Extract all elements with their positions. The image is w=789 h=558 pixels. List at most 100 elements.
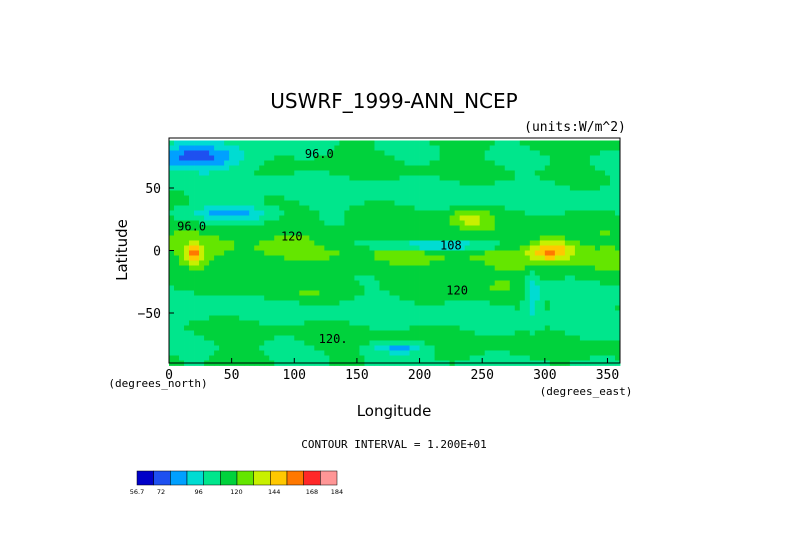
field-cell bbox=[594, 195, 601, 201]
field-cell bbox=[304, 210, 310, 216]
field-cell bbox=[584, 355, 591, 361]
field-cell bbox=[604, 300, 611, 306]
field-cell bbox=[244, 335, 250, 341]
field-cell bbox=[604, 280, 611, 286]
field-cell bbox=[259, 315, 265, 321]
field-cell bbox=[344, 265, 350, 271]
field-cell bbox=[199, 285, 205, 291]
field-cell bbox=[399, 300, 405, 306]
field-cell bbox=[429, 235, 435, 241]
field-cell bbox=[484, 325, 491, 331]
field-cell bbox=[279, 255, 285, 261]
field-cell bbox=[349, 330, 355, 336]
field-cell bbox=[579, 345, 586, 351]
field-cell bbox=[564, 295, 571, 301]
field-cell bbox=[379, 170, 385, 176]
field-cell bbox=[199, 280, 205, 286]
field-cell bbox=[269, 310, 275, 316]
colorbar-swatch bbox=[253, 470, 271, 486]
field-cell bbox=[199, 140, 205, 146]
field-cell bbox=[259, 175, 265, 181]
field-cell bbox=[224, 220, 230, 226]
field-cell bbox=[324, 170, 330, 176]
field-cell bbox=[224, 280, 230, 286]
field-cell bbox=[509, 185, 516, 191]
field-cell bbox=[334, 195, 340, 201]
field-cell bbox=[284, 175, 290, 181]
field-cell bbox=[444, 265, 451, 271]
field-cell bbox=[474, 310, 481, 316]
field-cell bbox=[219, 285, 225, 291]
field-cell bbox=[284, 240, 290, 246]
field-cell bbox=[609, 145, 616, 151]
field-cell bbox=[289, 355, 295, 361]
field-cell bbox=[584, 330, 591, 336]
field-cell bbox=[519, 170, 526, 176]
field-cell bbox=[534, 295, 541, 301]
field-cell bbox=[269, 305, 275, 311]
field-cell bbox=[384, 155, 390, 161]
field-cell bbox=[269, 290, 275, 296]
field-cell bbox=[229, 150, 235, 156]
field-cell bbox=[409, 310, 415, 316]
field-cell bbox=[259, 265, 265, 271]
field-cell bbox=[204, 215, 210, 221]
field-cell bbox=[374, 340, 380, 346]
field-cell bbox=[354, 145, 360, 151]
field-cell bbox=[589, 265, 596, 271]
field-cell bbox=[234, 310, 240, 316]
field-cell bbox=[334, 225, 340, 231]
field-cell bbox=[174, 240, 180, 246]
field-cell bbox=[299, 170, 305, 176]
field-cell bbox=[204, 340, 210, 346]
field-cell bbox=[404, 170, 410, 176]
field-cell bbox=[184, 140, 190, 146]
field-cell bbox=[379, 210, 385, 216]
field-cell bbox=[209, 235, 215, 241]
field-cell bbox=[429, 245, 435, 251]
field-cell bbox=[364, 295, 370, 301]
field-cell bbox=[334, 200, 340, 206]
field-cell bbox=[254, 175, 260, 181]
field-cell bbox=[444, 320, 451, 326]
field-cell bbox=[344, 165, 350, 171]
field-cell bbox=[414, 300, 420, 306]
field-cell bbox=[294, 210, 300, 216]
field-cell bbox=[449, 140, 456, 146]
field-cell bbox=[239, 250, 245, 256]
field-cell bbox=[514, 305, 521, 311]
field-cell bbox=[239, 335, 245, 341]
field-cell bbox=[194, 170, 200, 176]
field-cell bbox=[609, 185, 616, 191]
field-cell bbox=[309, 340, 315, 346]
field-cell bbox=[349, 340, 355, 346]
field-cell bbox=[319, 325, 325, 331]
field-cell bbox=[374, 300, 380, 306]
field-cell bbox=[199, 310, 205, 316]
field-cell bbox=[284, 170, 290, 176]
field-cell bbox=[234, 355, 240, 361]
field-cell bbox=[549, 290, 556, 296]
field-cell bbox=[569, 280, 576, 286]
field-cell bbox=[359, 335, 365, 341]
field-cell bbox=[489, 265, 496, 271]
field-cell bbox=[509, 260, 516, 266]
field-cell bbox=[349, 255, 355, 261]
field-cell bbox=[244, 270, 250, 276]
field-cell bbox=[354, 260, 360, 266]
field-cell bbox=[199, 305, 205, 311]
field-cell bbox=[344, 295, 350, 301]
colorbar-swatch bbox=[286, 470, 304, 486]
field-cell bbox=[569, 320, 576, 326]
field-cell bbox=[504, 280, 511, 286]
field-cell bbox=[429, 250, 435, 256]
field-cell bbox=[444, 185, 451, 191]
field-cell bbox=[239, 215, 245, 221]
field-cell bbox=[299, 300, 305, 306]
field-cell bbox=[574, 330, 581, 336]
field-cell bbox=[504, 350, 511, 356]
field-cell bbox=[354, 310, 360, 316]
field-cell bbox=[329, 155, 335, 161]
field-cell bbox=[324, 175, 330, 181]
field-cell bbox=[464, 250, 471, 256]
